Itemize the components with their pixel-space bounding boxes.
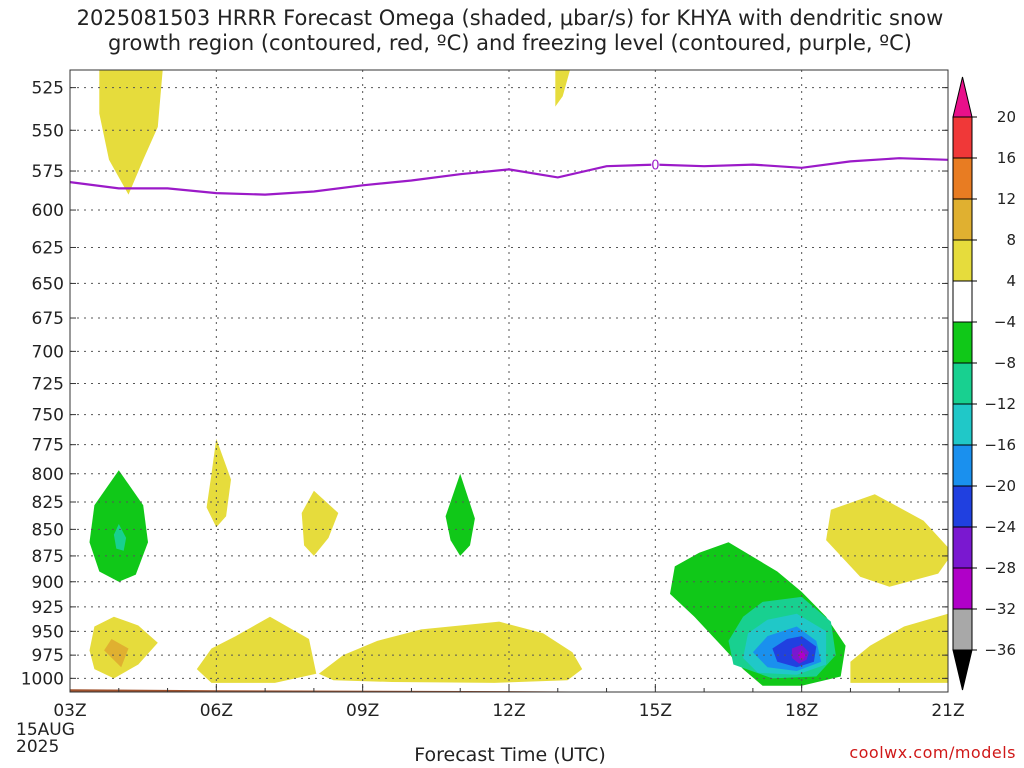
x-tick-label: 15Z — [639, 701, 672, 721]
colorbar-label: 20 — [997, 108, 1016, 126]
freezing-level-label-bg — [651, 157, 660, 171]
y-tick-label: 625 — [32, 238, 64, 258]
omega-region-positive-4-8 — [196, 616, 317, 683]
y-tick-label: 1000 — [21, 669, 64, 689]
colorbar-segment — [952, 239, 973, 282]
omega-region-positive-4-8 — [206, 438, 231, 528]
y-tick-label: 700 — [32, 342, 64, 362]
y-tick-label: 725 — [32, 375, 64, 395]
omega-region-positive-4-8 — [318, 621, 583, 683]
y-tick-label: 825 — [32, 493, 64, 513]
omega-region-negative-28-32 — [798, 650, 806, 660]
y-tick-label: 575 — [32, 162, 64, 182]
colorbar-segment — [952, 198, 973, 241]
colorbar-label: 12 — [997, 190, 1016, 208]
omega-region-negative-8-12 — [113, 524, 127, 551]
colorbar-segment — [952, 526, 973, 569]
y-tick-label: 775 — [32, 436, 64, 456]
y-tick-label: 875 — [32, 547, 64, 567]
colorbar-label: −8 — [994, 354, 1016, 372]
y-tick-label: 650 — [32, 274, 64, 294]
y-tick-label: 950 — [32, 622, 64, 642]
colorbar-segment — [952, 362, 973, 405]
y-tick-label: 975 — [32, 646, 64, 666]
colorbar-segment — [952, 157, 973, 200]
x-start-date-label: 15AUG — [16, 720, 75, 740]
y-axis: 525 550 575 600 625 650 675 700 725 750 775 800 825 8… — [21, 79, 948, 689]
colorbar-label: −28 — [984, 559, 1016, 577]
x-tick-label: 12Z — [492, 701, 525, 721]
y-tick-label: 900 — [32, 573, 64, 593]
colorbar: 20 16 12 8 4 −4 −8 −12 −16 −20 −24 −28 −32 −36 — [952, 76, 1016, 691]
colorbar-segment-top — [952, 76, 973, 118]
colorbar-label: 16 — [997, 149, 1016, 167]
x-tick-label: 03Z — [53, 701, 86, 721]
colorbar-segment — [952, 280, 973, 323]
colorbar-segment — [952, 444, 973, 487]
colorbar-segment — [952, 116, 973, 159]
y-tick-label: 800 — [32, 465, 64, 485]
x-tick-label: 09Z — [346, 701, 379, 721]
colorbar-label: −20 — [984, 477, 1016, 495]
omega-region-positive-4-8 — [99, 70, 163, 195]
y-tick-label: 850 — [32, 520, 64, 540]
omega-region-positive-4-8 — [301, 490, 339, 556]
y-tick-label: 550 — [32, 121, 64, 141]
y-tick-label: 750 — [32, 406, 64, 426]
chart-title: 2025081503 HRRR Forecast Omega (shaded, … — [0, 6, 1020, 56]
omega-shading — [89, 70, 948, 686]
colorbar-label: −16 — [984, 436, 1016, 454]
omega-region-positive-8-12 — [104, 639, 129, 668]
y-tick-label: 600 — [32, 201, 64, 221]
colorbar-label: −32 — [984, 600, 1016, 618]
watermark: coolwx.com/models — [849, 743, 1016, 762]
plot-area — [70, 70, 948, 692]
x-start-date-label: 2025 — [16, 737, 59, 757]
x-axis-title: Forecast Time (UTC) — [414, 744, 606, 766]
omega-region-positive-4-8 — [555, 70, 570, 107]
colorbar-label: −24 — [984, 518, 1016, 536]
x-tick-label: 21Z — [931, 701, 964, 721]
colorbar-segment-bottom — [952, 649, 973, 691]
colorbar-label: −12 — [984, 395, 1016, 413]
colorbar-segment — [952, 403, 973, 446]
colorbar-segment — [952, 608, 973, 651]
colorbar-label: −36 — [984, 641, 1016, 659]
omega-region-positive-4-8 — [826, 494, 948, 587]
colorbar-label: −4 — [994, 313, 1016, 331]
y-tick-label: 675 — [32, 309, 64, 329]
chart-title-line1: 2025081503 HRRR Forecast Omega (shaded, … — [76, 6, 944, 30]
y-tick-label: 925 — [32, 598, 64, 618]
freezing-level-label: 0 — [651, 159, 659, 174]
freezing-level-line — [70, 157, 948, 196]
y-tick-label: 525 — [32, 79, 64, 99]
colorbar-segment — [952, 485, 973, 528]
omega-region-positive-4-8 — [850, 613, 948, 683]
chart-title-line2: growth region (contoured, red, ºC) and f… — [108, 31, 912, 55]
x-tick-label: 06Z — [200, 701, 233, 721]
colorbar-segment — [952, 321, 973, 364]
colorbar-label: 4 — [1006, 272, 1016, 290]
x-tick-label: 18Z — [785, 701, 818, 721]
colorbar-label: 8 — [1006, 231, 1016, 249]
omega-region-negative-4-8 — [445, 473, 475, 556]
colorbar-segment — [952, 567, 973, 610]
